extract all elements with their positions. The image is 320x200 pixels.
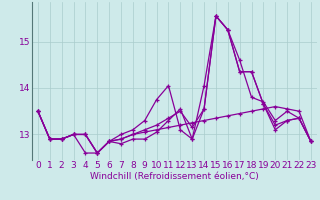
X-axis label: Windchill (Refroidissement éolien,°C): Windchill (Refroidissement éolien,°C) (90, 172, 259, 181)
